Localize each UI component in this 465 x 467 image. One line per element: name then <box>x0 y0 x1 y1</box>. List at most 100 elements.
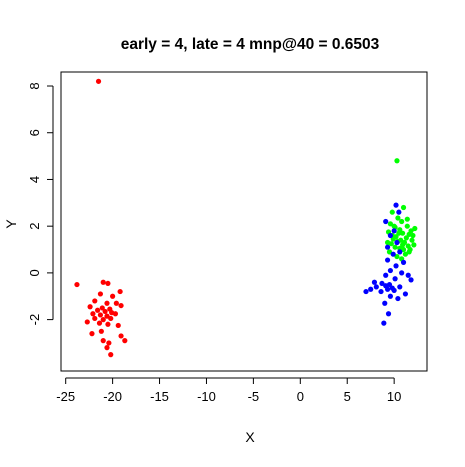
x-tick-label: -25 <box>56 389 75 404</box>
data-point <box>122 338 128 344</box>
data-point <box>387 267 393 274</box>
x-tick-label: 10 <box>387 389 401 404</box>
data-points <box>74 78 418 358</box>
data-point <box>100 338 106 344</box>
data-point <box>409 237 415 243</box>
data-point <box>371 279 378 285</box>
data-point <box>395 215 401 221</box>
data-point <box>92 315 98 322</box>
data-point <box>92 298 98 304</box>
data-point <box>385 311 392 317</box>
data-point <box>391 223 397 229</box>
y-tick-label: 0 <box>27 269 42 276</box>
data-point <box>404 223 410 229</box>
x-tick-label: -5 <box>248 389 260 404</box>
x-tick-label: 0 <box>297 389 304 404</box>
data-point <box>400 246 407 253</box>
y-tick-label: 8 <box>27 82 42 89</box>
data-point <box>412 225 418 232</box>
data-point <box>108 315 114 322</box>
data-point <box>397 284 403 290</box>
data-point <box>411 242 417 248</box>
plot-area-frame <box>60 71 428 372</box>
data-point <box>394 158 400 164</box>
data-point <box>387 221 393 227</box>
data-point <box>400 242 406 248</box>
data-point <box>384 257 391 263</box>
data-point <box>96 320 103 326</box>
data-point <box>397 249 403 255</box>
data-point <box>400 259 407 265</box>
data-point <box>368 286 374 292</box>
data-point <box>396 209 402 215</box>
data-point <box>410 232 416 239</box>
y-tick-label: 6 <box>27 129 42 136</box>
data-point <box>379 280 385 287</box>
y-tick-label: 4 <box>27 176 42 183</box>
y-tick-label: 2 <box>27 223 42 230</box>
data-point <box>373 284 379 290</box>
data-point <box>87 304 93 310</box>
data-point <box>378 288 384 295</box>
data-point <box>405 272 411 278</box>
data-point <box>395 295 401 302</box>
data-point <box>391 228 397 234</box>
data-point <box>98 328 104 334</box>
y-axis: -2 0 2 4 6 8 <box>27 82 54 326</box>
data-point <box>387 293 393 299</box>
x-tick-label: 5 <box>344 389 351 404</box>
data-point <box>90 311 96 317</box>
data-point <box>384 239 391 246</box>
data-point <box>386 249 393 255</box>
data-point <box>106 340 112 346</box>
data-point <box>102 308 108 315</box>
y-axis-label: Y <box>3 219 19 229</box>
data-point <box>100 317 106 323</box>
data-point <box>363 288 369 295</box>
data-point <box>95 307 101 313</box>
data-point <box>113 300 119 306</box>
data-point <box>112 311 119 317</box>
data-point <box>408 277 414 283</box>
data-point <box>118 333 124 339</box>
data-point <box>115 322 121 329</box>
data-point <box>104 345 110 351</box>
data-point <box>117 288 123 295</box>
x-tick-label: -20 <box>103 389 122 404</box>
data-point <box>384 286 391 292</box>
x-tick-label: -10 <box>197 389 216 404</box>
data-point <box>89 331 95 337</box>
data-point <box>104 300 110 306</box>
data-point <box>400 230 406 236</box>
data-point <box>399 270 405 276</box>
data-point <box>74 281 80 288</box>
data-point <box>99 305 105 311</box>
data-point <box>390 251 396 257</box>
data-point <box>104 313 110 319</box>
data-point <box>396 230 402 236</box>
data-point <box>392 244 398 250</box>
data-point <box>382 300 388 306</box>
data-point <box>118 302 124 309</box>
data-point <box>391 287 397 294</box>
data-point <box>383 272 389 278</box>
data-point <box>108 352 114 358</box>
data-point <box>392 276 398 282</box>
x-axis: -25 -20 -15 -10 -5 0 5 10 <box>56 377 401 404</box>
data-point <box>84 319 90 325</box>
data-point <box>387 232 393 239</box>
data-point <box>383 218 389 225</box>
x-tick-label: -15 <box>150 389 169 404</box>
data-point <box>404 216 410 222</box>
data-point <box>389 209 395 215</box>
data-point <box>95 78 102 84</box>
data-point <box>402 291 409 297</box>
data-point <box>394 253 400 260</box>
data-point <box>394 239 400 246</box>
y-tick-label: -2 <box>27 314 42 326</box>
data-point <box>110 293 116 299</box>
data-point <box>105 280 111 287</box>
data-point <box>406 249 412 255</box>
data-point <box>400 204 407 211</box>
